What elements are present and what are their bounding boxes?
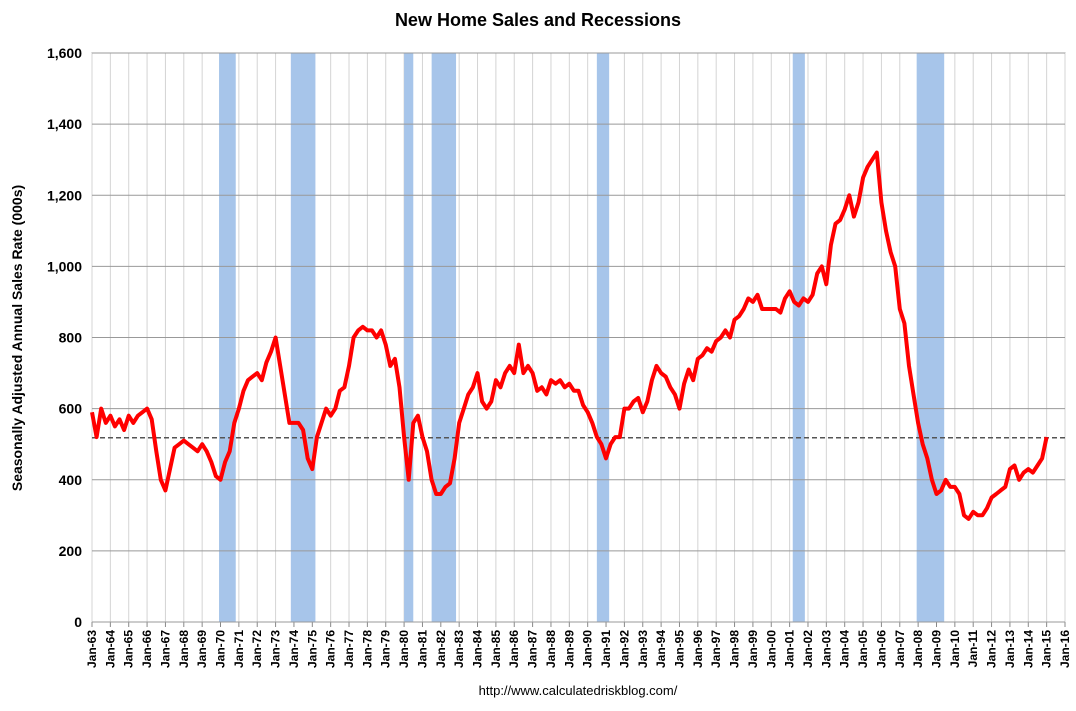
x-tick-label: Jan-82 [434, 630, 448, 668]
x-tick-label: Jan-83 [452, 630, 466, 668]
x-tick-label: Jan-74 [287, 630, 301, 668]
x-tick-label: Jan-73 [269, 630, 283, 668]
x-tick-label: Jan-76 [324, 630, 338, 668]
x-tick-label: Jan-00 [764, 630, 778, 668]
x-tick-label: Jan-75 [305, 630, 319, 668]
x-tick-label: Jan-14 [1021, 630, 1035, 668]
x-tick-label: Jan-92 [617, 630, 631, 668]
source: http://www.calculatedriskblog.com/ [479, 683, 678, 698]
x-tick-label: Jan-98 [728, 630, 742, 668]
x-tick-label: Jan-07 [893, 630, 907, 668]
x-tick-label: Jan-02 [801, 630, 815, 668]
x-tick-label: Jan-69 [195, 630, 209, 668]
x-tick-label: Jan-77 [342, 630, 356, 668]
x-tick-label: Jan-96 [691, 630, 705, 668]
x-tick-label: Jan-11 [966, 630, 980, 668]
x-tick-label: Jan-06 [874, 630, 888, 668]
x-tick-label: Jan-94 [654, 630, 668, 668]
x-tick-label: Jan-81 [415, 630, 429, 668]
y-tick-label: 0 [74, 614, 82, 630]
y-tick-label: 1,000 [47, 258, 82, 274]
x-tick-label: Jan-88 [544, 630, 558, 668]
x-tick-label: Jan-65 [122, 630, 136, 668]
x-tick-label: Jan-64 [103, 630, 117, 668]
x-tick-label: Jan-04 [838, 630, 852, 668]
x-tick-label: Jan-08 [911, 630, 925, 668]
x-tick-label: Jan-03 [819, 630, 833, 668]
y-tick-label: 600 [59, 401, 83, 417]
y-tick-label: 800 [59, 330, 83, 346]
x-tick-label: Jan-71 [232, 630, 246, 668]
x-tick-label: Jan-86 [507, 630, 521, 668]
x-tick-label: Jan-80 [397, 630, 411, 668]
x-tick-label: Jan-09 [929, 630, 943, 668]
series-line [90, 150, 1049, 521]
x-tick-label: Jan-01 [783, 630, 797, 668]
x-tick-label: Jan-05 [856, 630, 870, 668]
x-tick-label: Jan-90 [581, 630, 595, 668]
x-tick-label: Jan-67 [158, 630, 172, 668]
x-tick-label: Jan-72 [250, 630, 264, 668]
x-tick-label: Jan-66 [140, 630, 154, 668]
x-tick-label: Jan-99 [746, 630, 760, 668]
x-tick-label: Jan-91 [599, 630, 613, 668]
x-tick-label: Jan-85 [489, 630, 503, 668]
y-tick-label: 1,200 [47, 187, 82, 203]
x-tick-label: Jan-63 [85, 630, 99, 668]
x-tick-label: Jan-13 [1003, 630, 1017, 668]
x-tick-label: Jan-10 [948, 630, 962, 668]
y-tick-label: 1,400 [47, 116, 82, 132]
x-tick-label: Jan-93 [636, 630, 650, 668]
x-tick-label: Jan-15 [1040, 630, 1054, 668]
y-tick-label: 200 [59, 543, 83, 559]
y-tick-label: 400 [59, 472, 83, 488]
x-tick-label: Jan-70 [214, 630, 228, 668]
x-tick-label: Jan-68 [177, 630, 191, 668]
chart-title: New Home Sales and Recessions [395, 10, 681, 30]
x-tick-label: Jan-89 [562, 630, 576, 668]
x-tick-label: Jan-12 [985, 630, 999, 668]
x-tick-label: Jan-79 [379, 630, 393, 668]
y-tick-label: 1,600 [47, 45, 82, 61]
x-tick-label: Jan-87 [526, 630, 540, 668]
x-tick-label: Jan-95 [672, 630, 686, 668]
y-axis-label: Seasonally Adjusted Annual Sales Rate (0… [9, 185, 25, 491]
x-tick-label: Jan-97 [709, 630, 723, 668]
x-tick-label: Jan-78 [360, 630, 374, 668]
x-tick-label: Jan-16 [1058, 630, 1072, 668]
x-tick-label: Jan-84 [471, 630, 485, 668]
